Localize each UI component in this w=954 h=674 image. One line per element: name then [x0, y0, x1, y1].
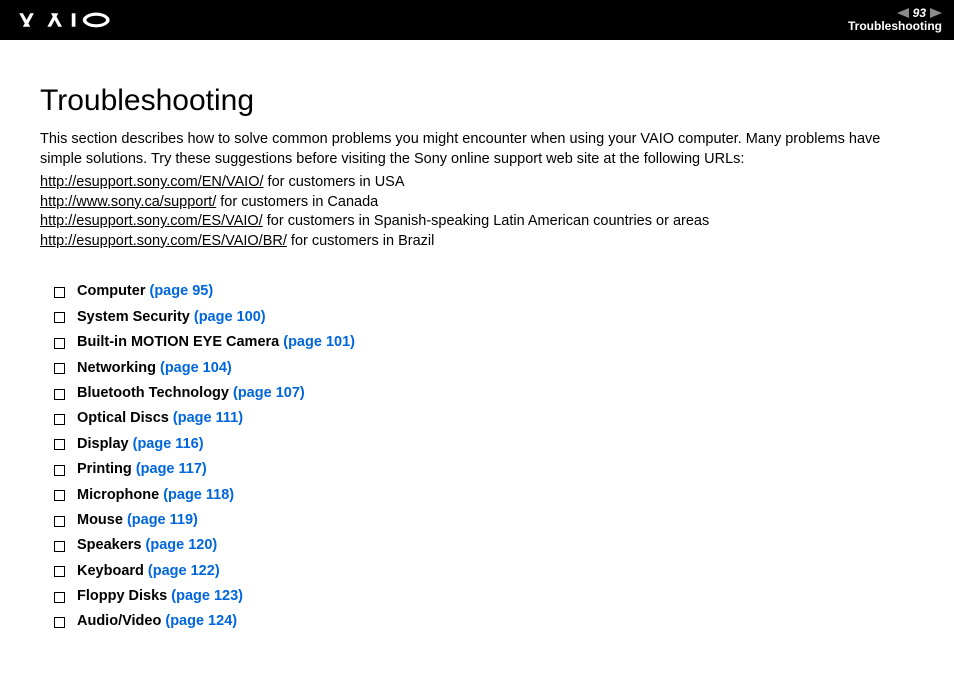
topic-item: Microphone (page 118): [54, 487, 914, 504]
square-bullet-icon: [54, 592, 65, 603]
topic-item: Optical Discs (page 111): [54, 410, 914, 427]
topic-text: Audio/Video (page 124): [77, 613, 237, 630]
page-number: 93: [913, 6, 926, 20]
support-link-suffix: for customers in Spanish-speaking Latin …: [263, 213, 710, 229]
topic-text: Printing (page 117): [77, 461, 207, 478]
topic-page-link[interactable]: (page 111): [173, 410, 243, 426]
page-content: Troubleshooting This section describes h…: [0, 40, 954, 659]
header-nav: 93 Troubleshooting: [848, 6, 942, 33]
topic-item: Audio/Video (page 124): [54, 613, 914, 630]
page-header: 93 Troubleshooting: [0, 0, 954, 40]
topic-page-link[interactable]: (page 104): [160, 360, 232, 376]
topic-text: Keyboard (page 122): [77, 563, 220, 580]
square-bullet-icon: [54, 338, 65, 349]
topic-item: System Security (page 100): [54, 309, 914, 326]
prev-page-arrow-icon[interactable]: [897, 8, 909, 18]
square-bullet-icon: [54, 287, 65, 298]
topic-page-link[interactable]: (page 107): [233, 385, 305, 401]
topic-label: Floppy Disks: [77, 588, 171, 604]
support-url-link[interactable]: http://esupport.sony.com/ES/VAIO/: [40, 213, 263, 229]
topic-text: Display (page 116): [77, 436, 204, 453]
support-link-line: http://www.sony.ca/support/ for customer…: [40, 193, 914, 213]
support-link-line: http://esupport.sony.com/ES/VAIO/ for cu…: [40, 212, 914, 232]
square-bullet-icon: [54, 465, 65, 476]
square-bullet-icon: [54, 490, 65, 501]
topic-item: Mouse (page 119): [54, 512, 914, 529]
topic-text: Computer (page 95): [77, 283, 213, 300]
topic-label: Bluetooth Technology: [77, 385, 233, 401]
topic-label: Computer: [77, 283, 150, 299]
topic-label: Microphone: [77, 487, 163, 503]
topic-item: Keyboard (page 122): [54, 563, 914, 580]
support-link-suffix: for customers in Brazil: [287, 233, 434, 249]
square-bullet-icon: [54, 312, 65, 323]
topic-label: Audio/Video: [77, 613, 165, 629]
topic-page-link[interactable]: (page 124): [165, 613, 237, 629]
topic-text: Microphone (page 118): [77, 487, 234, 504]
topic-page-link[interactable]: (page 122): [148, 563, 220, 579]
topic-label: System Security: [77, 309, 194, 325]
topic-page-link[interactable]: (page 100): [194, 309, 266, 325]
topic-item: Printing (page 117): [54, 461, 914, 478]
topic-label: Speakers: [77, 537, 146, 553]
support-url-link[interactable]: http://esupport.sony.com/EN/VAIO/: [40, 174, 264, 190]
topic-item: Bluetooth Technology (page 107): [54, 385, 914, 402]
topic-text: Floppy Disks (page 123): [77, 588, 243, 605]
support-link-line: http://esupport.sony.com/ES/VAIO/BR/ for…: [40, 232, 914, 252]
topic-label: Display: [77, 436, 133, 452]
square-bullet-icon: [54, 389, 65, 400]
topic-item: Display (page 116): [54, 436, 914, 453]
topic-text: System Security (page 100): [77, 309, 266, 326]
topic-text: Optical Discs (page 111): [77, 410, 243, 427]
topic-page-link[interactable]: (page 101): [283, 334, 355, 350]
next-page-arrow-icon[interactable]: [930, 8, 942, 18]
topic-item: Built-in MOTION EYE Camera (page 101): [54, 334, 914, 351]
square-bullet-icon: [54, 363, 65, 374]
square-bullet-icon: [54, 617, 65, 628]
support-link-suffix: for customers in Canada: [216, 194, 378, 210]
support-link-line: http://esupport.sony.com/EN/VAIO/ for cu…: [40, 173, 914, 193]
topic-page-link[interactable]: (page 95): [150, 283, 214, 299]
topic-page-link[interactable]: (page 116): [133, 436, 204, 452]
support-link-suffix: for customers in USA: [264, 174, 405, 190]
vaio-logo: [18, 10, 128, 30]
square-bullet-icon: [54, 541, 65, 552]
topic-page-link[interactable]: (page 117): [136, 461, 207, 477]
topic-page-link[interactable]: (page 118): [163, 487, 234, 503]
square-bullet-icon: [54, 439, 65, 450]
topic-text: Built-in MOTION EYE Camera (page 101): [77, 334, 355, 351]
square-bullet-icon: [54, 566, 65, 577]
topic-text: Bluetooth Technology (page 107): [77, 385, 305, 402]
topic-label: Printing: [77, 461, 136, 477]
topic-label: Optical Discs: [77, 410, 173, 426]
topic-item: Networking (page 104): [54, 360, 914, 377]
topic-page-link[interactable]: (page 123): [171, 588, 243, 604]
topic-text: Speakers (page 120): [77, 537, 217, 554]
support-url-link[interactable]: http://esupport.sony.com/ES/VAIO/BR/: [40, 233, 287, 249]
header-section-label: Troubleshooting: [848, 20, 942, 33]
topic-page-link[interactable]: (page 120): [146, 537, 218, 553]
page-title: Troubleshooting: [40, 84, 914, 118]
topics-list: Computer (page 95) System Security (page …: [40, 283, 914, 630]
intro-paragraph: This section describes how to solve comm…: [40, 130, 914, 169]
topic-text: Networking (page 104): [77, 360, 232, 377]
topic-text: Mouse (page 119): [77, 512, 198, 529]
topic-label: Networking: [77, 360, 160, 376]
topic-item: Floppy Disks (page 123): [54, 588, 914, 605]
topic-label: Mouse: [77, 512, 127, 528]
topic-page-link[interactable]: (page 119): [127, 512, 198, 528]
square-bullet-icon: [54, 516, 65, 527]
support-url-link[interactable]: http://www.sony.ca/support/: [40, 194, 216, 210]
topic-item: Speakers (page 120): [54, 537, 914, 554]
support-links-block: http://esupport.sony.com/EN/VAIO/ for cu…: [40, 173, 914, 251]
topic-label: Built-in MOTION EYE Camera: [77, 334, 283, 350]
topic-item: Computer (page 95): [54, 283, 914, 300]
topic-label: Keyboard: [77, 563, 148, 579]
square-bullet-icon: [54, 414, 65, 425]
